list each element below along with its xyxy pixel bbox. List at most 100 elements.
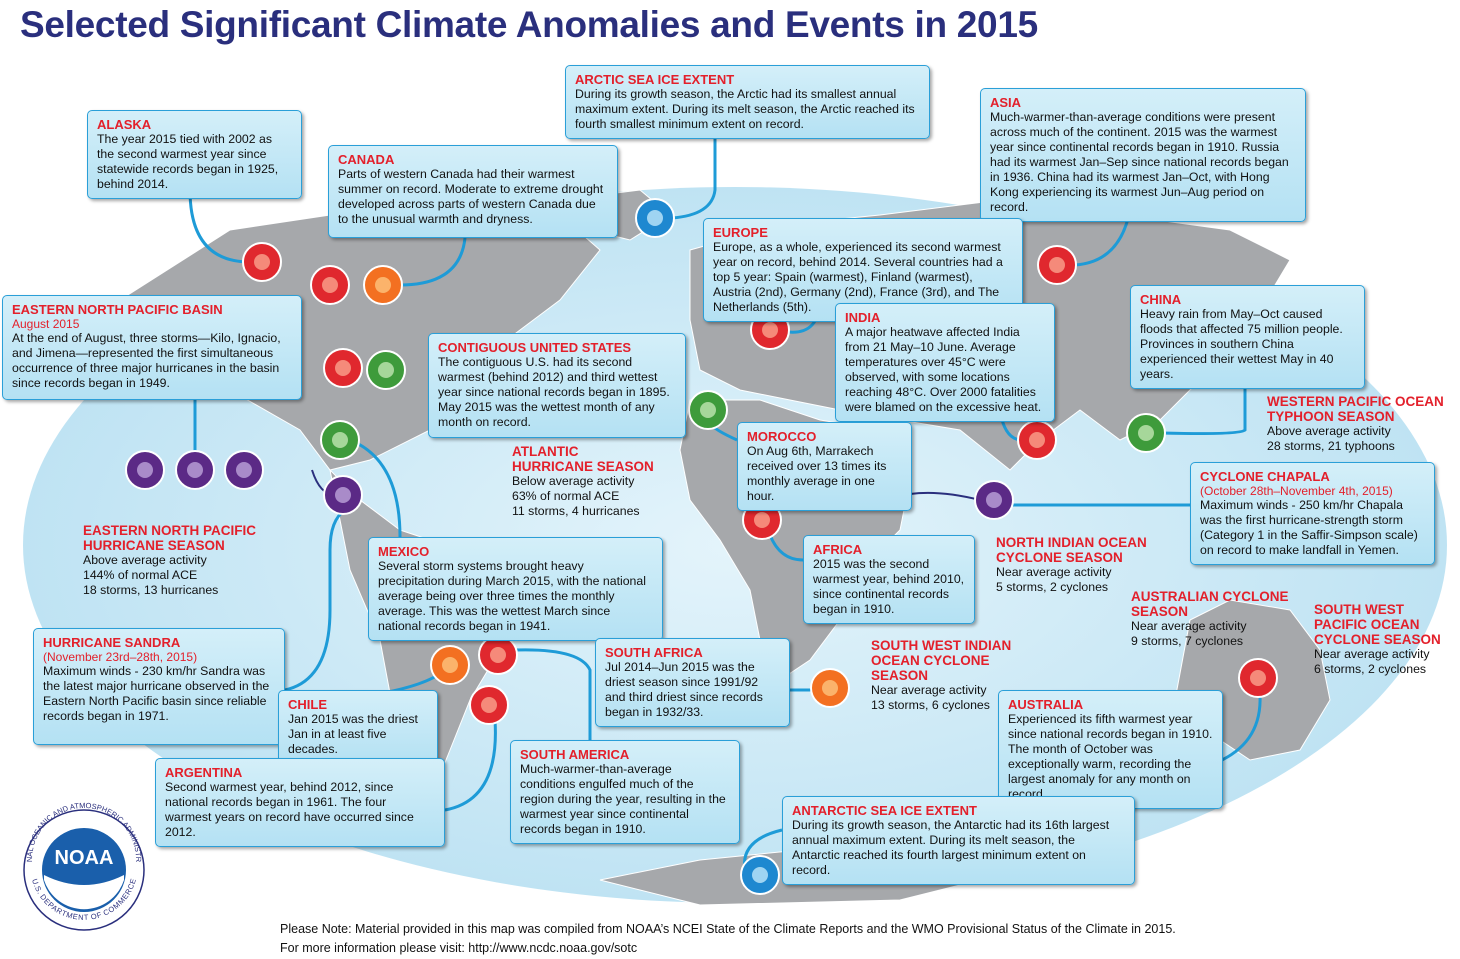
event-text: Much-warmer-than-average conditions were…: [990, 110, 1289, 214]
event-icon: [1037, 245, 1077, 285]
icon-symbol: [137, 462, 153, 478]
event-text: The year 2015 tied with 2002 as the seco…: [97, 132, 279, 191]
event-icon: [469, 685, 509, 725]
event-box: MOROCCO On Aug 6th, Marrakech received ov…: [737, 422, 912, 511]
event-box: ARCTIC SEA ICE EXTENT During its growth s…: [565, 65, 930, 139]
event-box: ANTARCTIC SEA ICE EXTENT During its growt…: [782, 796, 1135, 885]
season-label: NORTH INDIAN OCEAN CYCLONE SEASON Near av…: [996, 535, 1156, 595]
event-icon: [323, 475, 363, 515]
icon-symbol: [1049, 257, 1065, 273]
icon-symbol: [332, 432, 348, 448]
event-box: ARGENTINA Second warmest year, behind 201…: [155, 758, 445, 847]
season-line: 5 storms, 2 cyclones: [996, 580, 1109, 594]
event-text: Much-warmer-than-average conditions engu…: [520, 762, 726, 836]
event-box: INDIA A major heatwave affected India fro…: [835, 303, 1055, 422]
season-label: SOUTH WEST INDIAN OCEAN CYCLONE SEASON Ne…: [871, 638, 1021, 713]
icon-symbol: [1029, 432, 1045, 448]
season-title: SOUTH WEST INDIAN OCEAN CYCLONE SEASON: [871, 638, 1012, 683]
icon-symbol: [700, 402, 716, 418]
event-title: ARGENTINA: [165, 765, 243, 780]
event-icon: [635, 198, 675, 238]
event-title: ASIA: [990, 95, 1022, 110]
event-title: AFRICA: [813, 542, 863, 557]
event-title: ARCTIC SEA ICE EXTENT: [575, 72, 735, 87]
icon-symbol: [187, 462, 203, 478]
season-label: ATLANTIC HURRICANE SEASON Below average a…: [512, 444, 662, 519]
event-icon: [323, 348, 363, 388]
event-icon: [366, 350, 406, 390]
event-box: AFRICA 2015 was the second warmest year, …: [803, 535, 975, 624]
event-text: Experienced its fifth warmest year since…: [1008, 712, 1213, 801]
season-line: 144% of normal ACE: [83, 568, 198, 582]
event-title: INDIA: [845, 310, 881, 325]
event-title: HURRICANE SANDRA: [43, 635, 181, 650]
event-subtitle: (November 23rd–28th, 2015): [43, 650, 198, 664]
event-box: CHILE Jan 2015 was the driest Jan in at l…: [278, 690, 438, 764]
season-line: Near average activity: [1314, 647, 1430, 661]
event-text: During its growth season, the Arctic had…: [575, 87, 915, 131]
event-box: CHINA Heavy rain from May–Oct caused floo…: [1130, 285, 1365, 389]
event-title: SOUTH AFRICA: [605, 645, 703, 660]
event-title: CHILE: [288, 697, 327, 712]
season-label: WESTERN PACIFIC OCEAN TYPHOON SEASON Abov…: [1267, 394, 1447, 454]
page-title: Selected Significant Climate Anomalies a…: [20, 4, 1038, 45]
event-title: MEXICO: [378, 544, 430, 559]
event-text: 2015 was the second warmest year, behind…: [813, 557, 965, 616]
event-title: EASTERN NORTH PACIFIC BASIN: [12, 302, 223, 317]
event-subtitle: (October 28th–November 4th, 2015): [1200, 484, 1393, 498]
event-box: CONTIGUOUS UNITED STATES The contiguous U…: [428, 333, 686, 438]
event-title: CHINA: [1140, 292, 1182, 307]
icon-symbol: [490, 647, 506, 663]
season-line: 9 storms, 7 cyclones: [1131, 634, 1244, 648]
season-label: AUSTRALIAN CYCLONE SEASON Near average ac…: [1131, 589, 1291, 649]
event-icon: [224, 450, 264, 490]
season-title: WESTERN PACIFIC OCEAN TYPHOON SEASON: [1267, 394, 1444, 424]
icon-symbol: [986, 492, 1002, 508]
event-box: MEXICO Several storm systems brought heav…: [368, 537, 663, 641]
season-label: SOUTH WEST PACIFIC OCEAN CYCLONE SEASON N…: [1314, 602, 1454, 677]
season-line: Above average activity: [1267, 424, 1391, 438]
event-title: AUSTRALIA: [1008, 697, 1084, 712]
season-label: EASTERN NORTH PACIFIC HURRICANE SEASON Ab…: [83, 523, 263, 598]
event-icon: [1017, 420, 1057, 460]
icon-symbol: [822, 680, 838, 696]
event-text: Parts of western Canada had their warmes…: [338, 167, 604, 226]
event-icon: [1126, 413, 1166, 453]
event-box: ALASKA The year 2015 tied with 2002 as th…: [87, 110, 302, 199]
icon-symbol: [754, 512, 770, 528]
icon-symbol: [335, 360, 351, 376]
event-title: CONTIGUOUS UNITED STATES: [438, 340, 632, 355]
event-box: HURRICANE SANDRA (November 23rd–28th, 201…: [33, 628, 285, 745]
season-line: Near average activity: [1131, 619, 1247, 633]
event-icon: [430, 645, 470, 685]
event-icon: [1238, 658, 1278, 698]
season-line: 63% of normal ACE: [512, 489, 620, 503]
event-text: Heavy rain from May–Oct caused floods th…: [1140, 307, 1343, 381]
event-icon: [320, 420, 360, 460]
event-subtitle: August 2015: [12, 317, 80, 331]
season-line: 18 storms, 13 hurricanes: [83, 583, 219, 597]
event-icon: [175, 450, 215, 490]
footer-link: For more information please visit: http:…: [280, 941, 638, 955]
event-text: Maximum winds - 250 km/hr Chapala was th…: [1200, 498, 1418, 557]
season-title: ATLANTIC HURRICANE SEASON: [512, 444, 654, 474]
icon-symbol: [1138, 425, 1154, 441]
season-line: 6 storms, 2 cyclones: [1314, 662, 1427, 676]
icon-symbol: [752, 867, 768, 883]
event-text: Maximum winds - 230 km/hr Sandra was the…: [43, 664, 270, 723]
event-icon: [974, 480, 1014, 520]
logo-bird: [44, 875, 124, 910]
season-line: 11 storms, 4 hurricanes: [512, 504, 640, 518]
season-line: Above average activity: [83, 553, 207, 567]
icon-symbol: [236, 462, 252, 478]
season-line: 28 storms, 21 typhoons: [1267, 439, 1395, 453]
event-title: EUROPE: [713, 225, 768, 240]
event-title: MOROCCO: [747, 429, 817, 444]
event-icon: [478, 635, 518, 675]
event-icon: [363, 265, 403, 305]
event-icon: [310, 265, 350, 305]
event-box: AUSTRALIA Experienced its fifth warmest y…: [998, 690, 1223, 809]
icon-symbol: [1250, 670, 1266, 686]
event-icon: [125, 450, 165, 490]
event-text: The contiguous U.S. had its second warme…: [438, 355, 670, 429]
